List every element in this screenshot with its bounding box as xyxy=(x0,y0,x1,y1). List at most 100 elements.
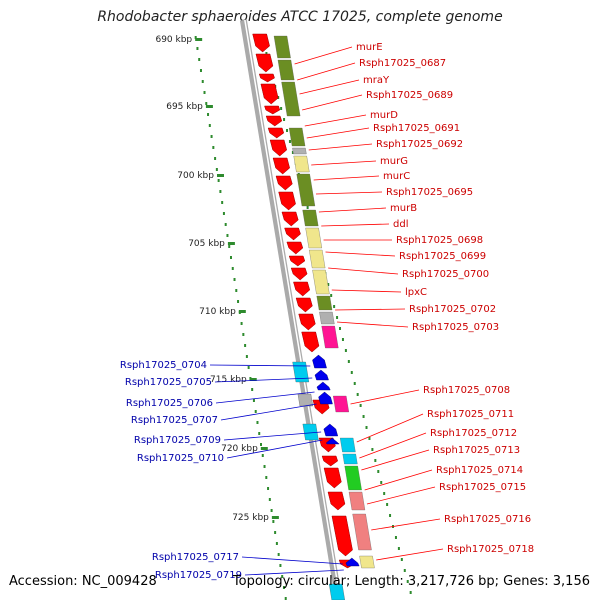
forward-label-leader xyxy=(313,175,380,181)
forward-gene-label: Rsph17025_0687 xyxy=(359,58,446,69)
forward-gene-arrow xyxy=(284,227,301,241)
forward-gene-arrow xyxy=(327,491,346,511)
cog-block xyxy=(321,325,339,349)
reverse-gene-arrow xyxy=(325,437,340,445)
scale-label: 700 kbp xyxy=(177,171,214,181)
outer-tick-dot xyxy=(350,371,353,374)
forward-gene-label: Rsph17025_0711 xyxy=(427,409,514,420)
cog-block xyxy=(319,311,335,325)
forward-gene-arrow xyxy=(298,313,316,331)
forward-gene-arrow xyxy=(275,175,293,191)
inner-tick-dot xyxy=(201,80,204,83)
forward-label-leader xyxy=(321,223,390,227)
scale-label: 690 kbp xyxy=(155,35,192,45)
forward-gene-arrow xyxy=(269,139,288,157)
outer-tick-dot xyxy=(377,470,380,473)
map-title: Rhodobacter sphaeroides ATCC 17025, comp… xyxy=(97,9,503,25)
cog-block xyxy=(293,155,310,173)
inner-tick-dot xyxy=(221,201,224,204)
tick-marks: 690 kbp 695 kbp 700 kbp 705 kbp 710 kbp 715 k… xyxy=(155,35,412,600)
forward-gene-arrow xyxy=(331,515,353,557)
inner-tick-dot xyxy=(228,245,231,248)
forward-label-leader xyxy=(328,267,399,275)
outer-tick-dot xyxy=(389,514,392,517)
inner-tick-dot xyxy=(235,289,238,292)
forward-gene-label: Rsph17025_0689 xyxy=(366,90,453,101)
forward-gene-arrow xyxy=(281,211,299,227)
scale-label: 715 kbp xyxy=(210,375,247,385)
cog-block xyxy=(333,395,350,413)
reverse-gene-label: Rsph17025_0717 xyxy=(152,552,239,563)
outer-tick-dot xyxy=(339,327,342,330)
forward-gene-arrow xyxy=(290,267,308,281)
reverse-gene-label: Rsph17025_0706 xyxy=(126,398,213,409)
forward-gene-arrow xyxy=(321,455,339,467)
cog-block xyxy=(359,555,375,569)
reverse-gene-arrow xyxy=(312,354,327,369)
inner-tick-dot xyxy=(237,300,240,303)
outer-tick-dot xyxy=(371,448,374,451)
outer-tick-dot xyxy=(336,316,339,319)
inner-tick-dot xyxy=(265,476,268,479)
inner-tick-dot xyxy=(256,421,259,424)
inner-tick-dot xyxy=(275,542,278,545)
inner-tick-dot xyxy=(279,564,282,567)
gene-features xyxy=(252,33,375,600)
forward-gene-label: murG xyxy=(380,156,408,167)
inner-tick-dot xyxy=(252,399,255,402)
forward-gene-arrow xyxy=(288,255,306,267)
cog-block xyxy=(296,173,316,207)
forward-gene-label: mraY xyxy=(363,75,390,86)
inner-tick-dot xyxy=(272,520,275,523)
forward-label-leader xyxy=(311,160,377,166)
reverse-gene-arrow xyxy=(318,391,333,405)
outer-tick-dot xyxy=(283,118,286,121)
forward-label-leader xyxy=(306,127,370,139)
inner-tick-dot xyxy=(233,278,236,281)
reverse-label-leader xyxy=(209,364,311,367)
forward-gene-label: Rsph17025_0700 xyxy=(402,269,489,280)
forward-label-leader xyxy=(356,413,424,443)
forward-label-leader xyxy=(359,432,427,459)
backbone-highlight xyxy=(244,19,342,600)
inner-tick-dot xyxy=(217,179,220,182)
outer-tick-dot xyxy=(383,492,386,495)
inner-tick-dot xyxy=(270,509,273,512)
forward-gene-arrow xyxy=(264,105,281,115)
forward-label-leader xyxy=(371,518,441,531)
outer-tick-dot xyxy=(341,338,344,341)
reverse-label-leader xyxy=(226,439,323,459)
forward-gene-label: murD xyxy=(370,110,398,121)
reverse-cog-block xyxy=(328,583,345,600)
inner-tick-dot xyxy=(242,333,245,336)
forward-gene-label: Rsph17025_0713 xyxy=(433,445,520,456)
inner-tick-dot xyxy=(199,69,202,72)
inner-tick-dot xyxy=(261,454,264,457)
inner-tick-dot xyxy=(251,388,254,391)
cog-block xyxy=(288,127,306,147)
inner-tick-dot xyxy=(219,190,222,193)
outer-tick-dot xyxy=(333,305,336,308)
inner-tick-dot xyxy=(226,234,229,237)
cog-block xyxy=(312,269,330,295)
inner-tick-dot xyxy=(260,443,263,446)
major-tick xyxy=(205,105,213,108)
outer-tick-dot xyxy=(397,547,400,550)
inner-tick-dot xyxy=(194,36,197,39)
forward-gene-arrow xyxy=(255,53,274,73)
reverse-label-leader xyxy=(214,377,313,383)
major-tick xyxy=(271,516,279,519)
inner-tick-dot xyxy=(203,91,206,94)
cog-block xyxy=(277,59,295,81)
outer-tick-dot xyxy=(344,349,347,352)
cog-block xyxy=(316,295,333,311)
forward-gene-arrow xyxy=(272,157,290,175)
forward-gene-arrow xyxy=(286,241,304,255)
inner-tick-dot xyxy=(222,212,225,215)
outer-tick-dot xyxy=(403,569,406,572)
outer-tick-dot xyxy=(400,558,403,561)
inner-tick-dot xyxy=(282,586,285,589)
inner-tick-dot xyxy=(277,553,280,556)
inner-tick-dot xyxy=(207,113,210,116)
outer-tick-dot xyxy=(286,129,289,132)
